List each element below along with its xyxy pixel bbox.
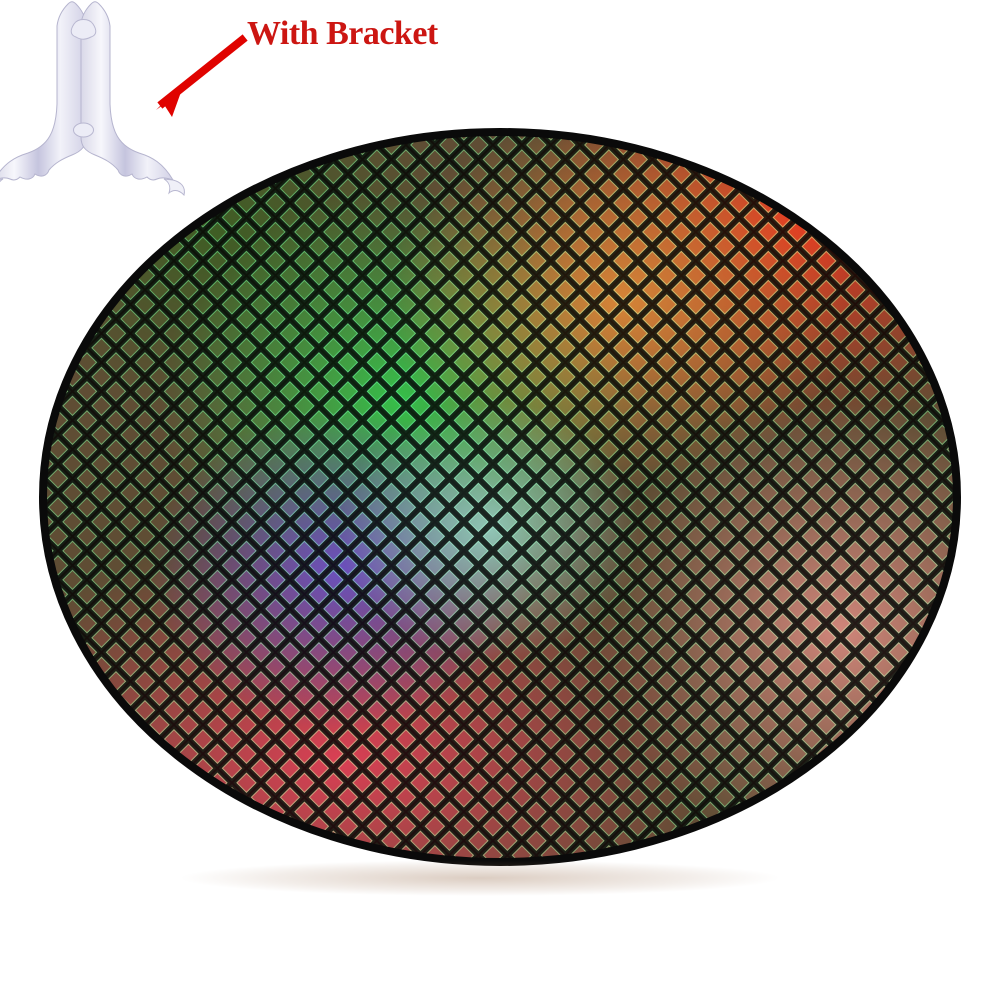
svg-text:With Bracket: With Bracket: [247, 15, 439, 52]
